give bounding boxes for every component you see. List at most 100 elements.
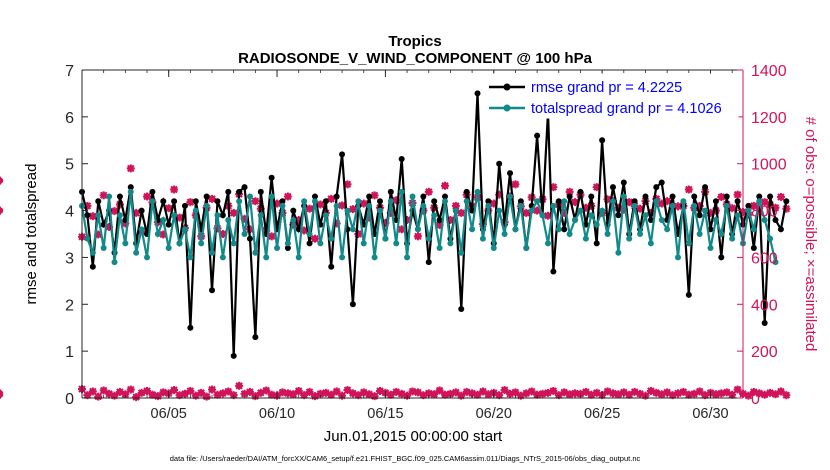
obs-assimilated-marker bbox=[608, 389, 617, 398]
spread-point bbox=[485, 202, 492, 209]
spread-point bbox=[225, 216, 232, 223]
spread-point bbox=[479, 235, 486, 242]
obs-assimilated-marker bbox=[224, 387, 233, 396]
rmse-point bbox=[214, 198, 221, 205]
obs-possible-marker bbox=[413, 232, 422, 241]
spread-point bbox=[452, 207, 459, 214]
rmse-point bbox=[349, 301, 356, 308]
spread-point bbox=[404, 254, 411, 261]
rmse-point bbox=[171, 198, 178, 205]
rmse-point bbox=[436, 216, 443, 223]
obs-possible-marker bbox=[457, 208, 466, 217]
spread-point bbox=[745, 207, 752, 214]
rmse-point bbox=[116, 193, 123, 200]
rmse-point bbox=[474, 90, 481, 97]
spread-point bbox=[723, 202, 730, 209]
rmse-point bbox=[203, 193, 210, 200]
spread-point bbox=[550, 202, 557, 209]
rmse-point bbox=[284, 245, 291, 252]
rmse-point bbox=[750, 245, 757, 252]
spread-point bbox=[761, 216, 768, 223]
spread-point bbox=[284, 240, 291, 247]
spread-point bbox=[642, 212, 649, 219]
spread-point bbox=[626, 235, 633, 242]
spread-point bbox=[355, 198, 362, 205]
rmse-point bbox=[723, 193, 730, 200]
obs-assimilated-marker bbox=[473, 390, 482, 399]
obs-possible-marker bbox=[511, 180, 520, 189]
rmse-point bbox=[783, 198, 790, 205]
rmse-point bbox=[777, 226, 784, 233]
spread-point bbox=[658, 216, 665, 223]
spread-point bbox=[507, 193, 514, 200]
rmse-point bbox=[306, 240, 313, 247]
obs-assimilated-marker bbox=[782, 391, 791, 400]
y-tick-label: 1 bbox=[65, 344, 74, 361]
rmse-point bbox=[398, 156, 405, 163]
spread-point bbox=[322, 212, 329, 219]
rmse-point bbox=[561, 226, 568, 233]
x-tick-label: 06/05 bbox=[151, 406, 187, 422]
obs-possible-marker bbox=[441, 181, 450, 190]
spread-point bbox=[252, 249, 259, 256]
spread-point bbox=[349, 226, 356, 233]
spread-point bbox=[609, 198, 616, 205]
spread-point bbox=[171, 212, 178, 219]
obs-possible-marker bbox=[684, 185, 693, 194]
rmse-point bbox=[181, 202, 188, 209]
spread-point bbox=[442, 198, 449, 205]
y-tick-label: 4 bbox=[65, 204, 74, 221]
obs-possible-marker bbox=[208, 194, 217, 203]
spread-point bbox=[306, 231, 313, 237]
obs-assimilated-marker bbox=[495, 391, 504, 400]
x-tick-label: 06/30 bbox=[692, 406, 728, 422]
spread-point bbox=[669, 202, 676, 209]
spread-point bbox=[317, 240, 324, 247]
spread-point bbox=[144, 254, 151, 261]
spread-point bbox=[534, 198, 541, 205]
rmse-point bbox=[615, 212, 622, 219]
rmse-point bbox=[339, 151, 346, 158]
obs-assimilated-marker bbox=[94, 392, 103, 401]
rmse-point bbox=[252, 334, 259, 341]
rmse-point bbox=[84, 212, 91, 219]
rmse-point bbox=[192, 198, 199, 205]
rmse-point bbox=[756, 193, 763, 200]
y2-tick-label: 1200 bbox=[751, 110, 787, 127]
spread-point bbox=[496, 207, 503, 214]
rmse-point bbox=[496, 160, 503, 167]
y-axis-label: rmse and totalspread bbox=[23, 164, 40, 305]
x-tick-label: 06/20 bbox=[476, 406, 512, 422]
rmse-point bbox=[322, 198, 329, 205]
obs-assimilated-marker bbox=[565, 390, 574, 399]
obs-assimilated-marker bbox=[430, 390, 439, 399]
rmse-point bbox=[767, 193, 774, 200]
spread-point bbox=[674, 254, 681, 261]
spread-point bbox=[447, 240, 454, 247]
spread-point bbox=[691, 202, 698, 209]
x-tick-label: 06/25 bbox=[584, 406, 620, 422]
spread-point bbox=[192, 207, 199, 214]
rmse-point bbox=[599, 137, 606, 144]
obs-assimilated-marker bbox=[121, 390, 130, 399]
spread-point bbox=[138, 226, 145, 233]
rmse-point bbox=[685, 291, 692, 298]
spread-point bbox=[712, 216, 719, 223]
obs-possible-marker bbox=[327, 194, 336, 203]
obs-assimilated-marker bbox=[208, 385, 217, 394]
y-tick-label: 3 bbox=[65, 250, 74, 267]
rmse-point bbox=[219, 212, 226, 219]
spread-point bbox=[382, 235, 389, 242]
spread-point bbox=[566, 231, 573, 237]
spread-point bbox=[219, 254, 226, 261]
obs-possible-marker bbox=[310, 234, 319, 243]
spread-point bbox=[301, 198, 308, 205]
spread-point bbox=[181, 226, 188, 233]
rmse-point bbox=[431, 198, 438, 205]
rmse-point bbox=[187, 324, 194, 331]
rmse-point bbox=[653, 184, 660, 191]
rmse-point bbox=[95, 198, 102, 205]
y-tick-label: 6 bbox=[65, 110, 74, 127]
rmse-point bbox=[485, 198, 492, 205]
